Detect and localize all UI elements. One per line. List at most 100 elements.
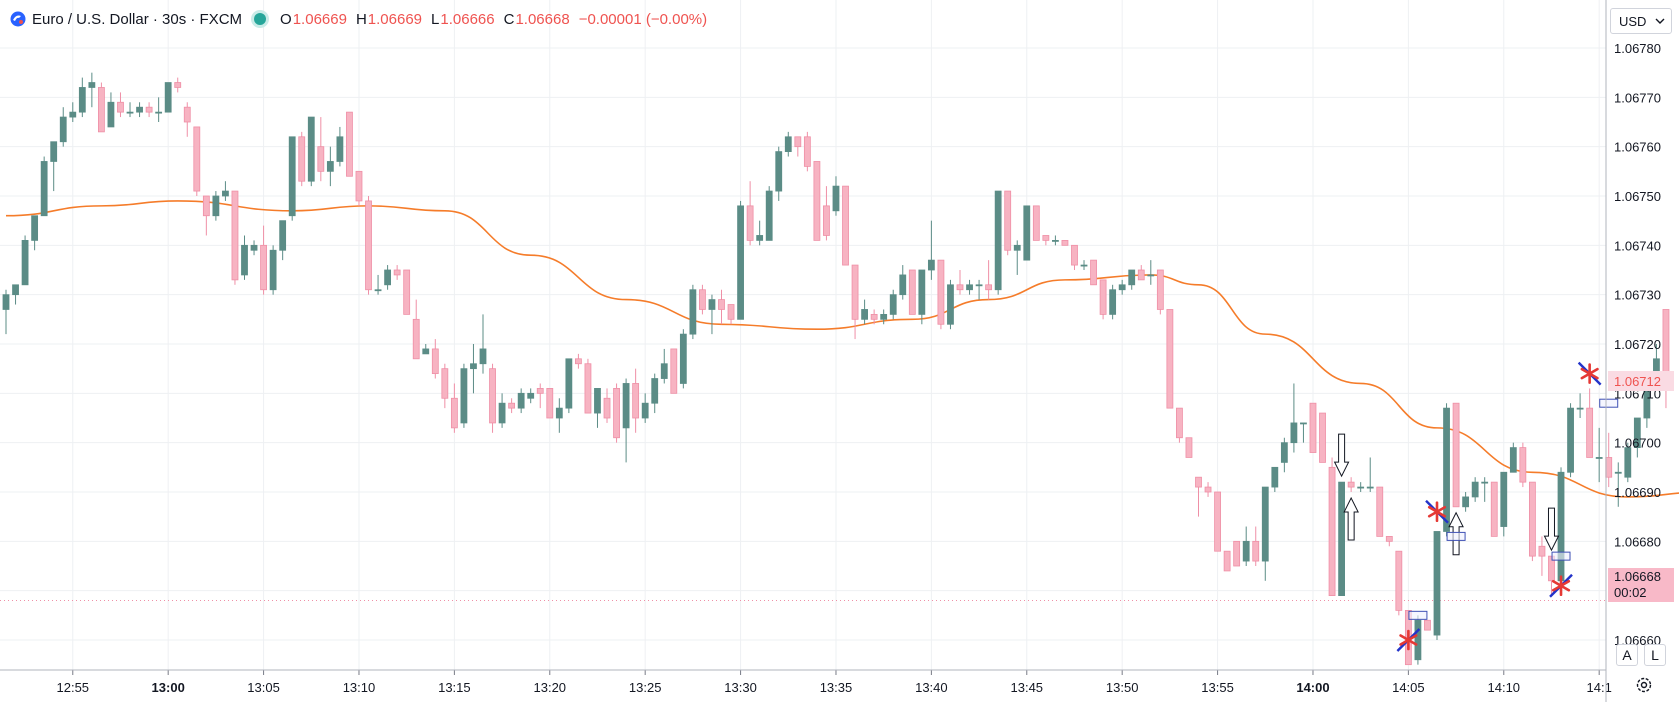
auto-scale-button[interactable]: A (1616, 644, 1638, 666)
candle-down (1385, 536, 1393, 547)
x-tick-label: 14:10 (1488, 680, 1521, 695)
gear-icon[interactable] (1634, 675, 1654, 695)
candle-up (1471, 477, 1479, 502)
candle-body (1204, 486, 1212, 493)
candle-down (575, 353, 582, 369)
y-tick-label: 1.06680 (1614, 534, 1661, 549)
candle-up (1614, 462, 1622, 507)
candle-body (832, 185, 840, 212)
candle-down (1042, 235, 1050, 246)
candle-up (222, 181, 229, 201)
candle-up (69, 102, 77, 122)
candle-body (1433, 531, 1441, 636)
candle-up (832, 176, 840, 216)
candle-down (613, 383, 620, 443)
candle-body (241, 244, 248, 276)
candle-down (1252, 526, 1260, 566)
arrow-down-icon (1543, 507, 1560, 552)
candle-body (1519, 447, 1527, 483)
candle-body (1605, 457, 1613, 478)
log-scale-button[interactable]: L (1644, 644, 1666, 666)
star-marker-icon (1577, 361, 1602, 386)
candle-down (746, 181, 754, 246)
symbol-title[interactable]: Euro / U.S. Dollar · 30s · FXCM (32, 10, 243, 28)
x-tick-label: 13:30 (724, 680, 757, 695)
candle-up (460, 363, 468, 428)
candle-up (517, 388, 525, 414)
candle-body (1032, 205, 1040, 241)
candle-body (1366, 486, 1374, 489)
candle-body (966, 284, 973, 291)
candle-body (1195, 476, 1202, 488)
candle-body (374, 289, 382, 292)
x-tick-label: 13:45 (1011, 680, 1044, 695)
candle-down (1395, 550, 1403, 616)
candle-down (603, 388, 611, 423)
candle-body (594, 387, 601, 414)
candle-body (689, 289, 697, 335)
candle-down (365, 196, 372, 295)
candle-down (1605, 432, 1613, 488)
candle-body (947, 284, 954, 325)
candle-body (231, 190, 239, 281)
candle-up (126, 102, 134, 118)
candle-up (918, 269, 926, 325)
candle-body (1023, 205, 1031, 261)
candle-up (1567, 403, 1574, 478)
candle-body (403, 269, 411, 315)
candle-down (1662, 309, 1670, 409)
candle-body (1385, 536, 1393, 542)
candle-body (479, 348, 487, 365)
candle-up (88, 72, 96, 108)
candle-body (622, 383, 630, 429)
x-tick-label: 13:00 (152, 680, 185, 695)
last-price-value: 1.06668 (1614, 569, 1661, 584)
candle-body (1290, 422, 1298, 444)
candle-down (1099, 279, 1107, 320)
moving-average-line (5, 200, 1679, 498)
candle-down (1090, 259, 1097, 286)
candle-body (1347, 481, 1355, 488)
candle-down (1032, 205, 1040, 241)
candle-body (145, 106, 153, 113)
candle-body (775, 151, 783, 192)
candle-up (2, 289, 10, 335)
candle-body (737, 205, 744, 320)
candle-body (450, 397, 458, 429)
currency-selector[interactable]: USD (1610, 8, 1672, 34)
market-status-icon[interactable] (254, 13, 267, 25)
candle-down (431, 339, 439, 379)
candle-down (536, 383, 544, 409)
star-ray (1580, 367, 1599, 380)
candle-down (1424, 619, 1431, 631)
candle-down (584, 358, 592, 414)
candle-up (899, 265, 907, 300)
candle-down (1452, 402, 1460, 508)
candle-body (975, 284, 983, 287)
candle-body (813, 161, 821, 241)
candle-up (1624, 442, 1632, 483)
candle-down (1166, 309, 1174, 409)
candle-body (1166, 309, 1174, 409)
star-marker-icon (1425, 499, 1449, 524)
candle-body (1490, 481, 1498, 537)
candle-body (288, 136, 296, 217)
x-tick-label: 13:15 (438, 680, 471, 695)
candle-down (231, 190, 239, 285)
ma-price-value: 1.06712 (1614, 373, 1661, 389)
candle-down (117, 92, 124, 118)
candle-up (1462, 492, 1470, 512)
marker-box (1551, 551, 1571, 561)
candle-body (1471, 481, 1479, 498)
candle-down (441, 363, 449, 409)
candle-body (136, 106, 143, 113)
candle-body (1080, 264, 1088, 267)
x-tick-label: 13:35 (820, 680, 853, 695)
candle-body (222, 190, 229, 197)
candle-down (1185, 437, 1193, 458)
candle-body (307, 116, 315, 182)
candle-body (708, 299, 716, 310)
candle-body (88, 82, 96, 88)
candle-body (21, 239, 29, 286)
